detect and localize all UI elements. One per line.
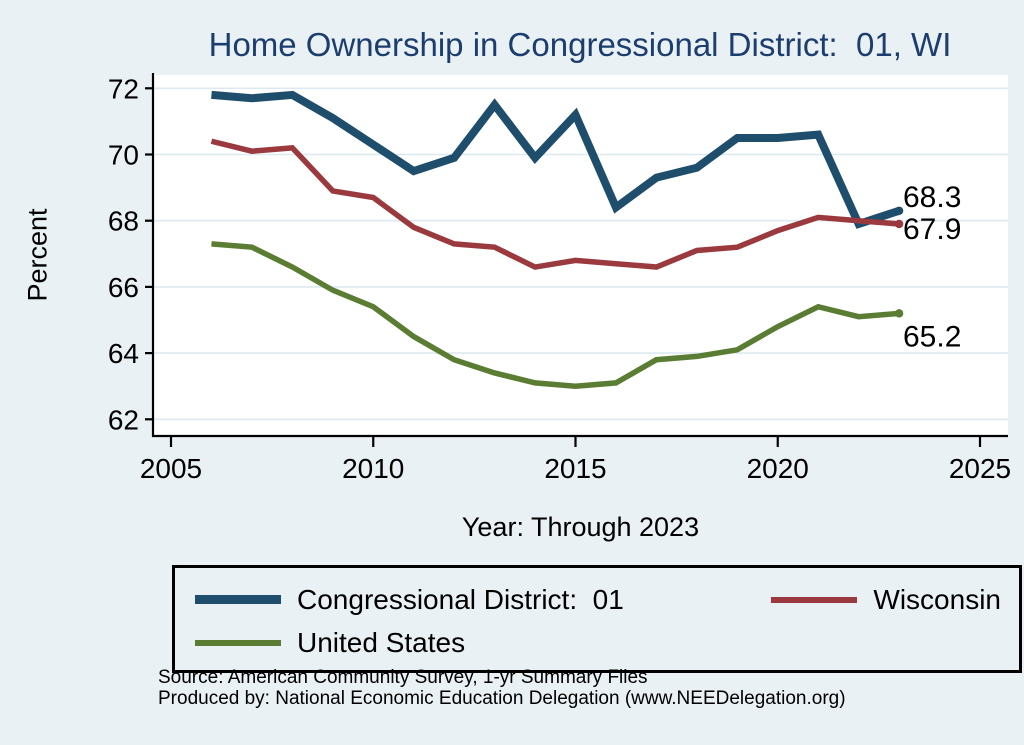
- x-tick-label: 2020: [747, 453, 809, 484]
- produced-by-line: Produced by: National Economic Education…: [158, 688, 846, 709]
- series-line-district: [211, 90, 901, 229]
- legend-label-district: Congressional District: 01: [297, 583, 624, 615]
- legend-swatch-district: [195, 595, 281, 604]
- end-label-us: 65.2: [903, 320, 961, 353]
- end-label-wisconsin: 67.9: [903, 213, 961, 246]
- source-line: Source: American Community Survey, 1-yr …: [158, 667, 648, 688]
- legend-item-wisconsin: Wisconsin: [771, 584, 1001, 616]
- source-note: Source: American Community Survey, 1-yr …: [158, 667, 846, 709]
- legend-row-2: United States: [195, 624, 1001, 662]
- legend-row-1: Congressional District: 01 Wisconsin: [195, 581, 1001, 619]
- legend-swatch-wisconsin: [771, 596, 858, 603]
- x-tick-label: 2025: [949, 453, 1011, 484]
- y-tick-label: 72: [108, 73, 139, 104]
- series-endpoint-us: [894, 309, 904, 318]
- series-endpoint-district: [894, 206, 904, 215]
- series-endpoint-wisconsin: [894, 219, 904, 229]
- x-tick-label: 2010: [342, 453, 404, 484]
- legend-label-us: United States: [297, 626, 466, 658]
- x-tick-label: 2015: [544, 453, 606, 484]
- legend-label-wisconsin: Wisconsin: [873, 583, 1001, 615]
- legend-item-district: Congressional District: 01: [195, 584, 624, 616]
- x-tick-label: 2005: [140, 453, 202, 484]
- page-title: Home Ownership in Congressional District…: [208, 26, 952, 63]
- y-tick-label: 68: [108, 206, 139, 237]
- x-axis-title: Year: Through 2023: [461, 512, 700, 542]
- legend: Congressional District: 01 Wisconsin Uni…: [172, 565, 1022, 673]
- legend-item-us: United States: [195, 627, 465, 659]
- series-line-us: [211, 241, 900, 389]
- y-tick-label: 62: [108, 404, 139, 435]
- series-line-wisconsin: [210, 138, 900, 270]
- end-label-district: 68.3: [903, 181, 961, 214]
- line-chart: 62 64 66 68 70 72 2005 2010 2015 2020 2025 68.367.9…: [108, 73, 1011, 484]
- legend-swatch-us: [195, 639, 281, 646]
- y-tick-label: 70: [108, 140, 139, 171]
- y-tick-label: 64: [108, 338, 139, 369]
- y-tick-label: 66: [108, 272, 139, 303]
